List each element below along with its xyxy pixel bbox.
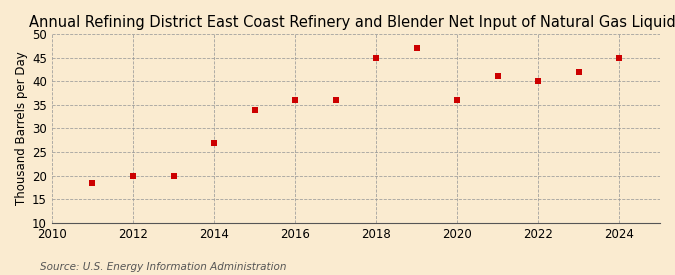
Point <box>574 70 585 74</box>
Text: Source: U.S. Energy Information Administration: Source: U.S. Energy Information Administ… <box>40 262 287 272</box>
Point <box>290 98 300 102</box>
Title: Annual Refining District East Coast Refinery and Blender Net Input of Natural Ga: Annual Refining District East Coast Refi… <box>29 15 675 30</box>
Point <box>614 55 625 60</box>
Point <box>87 181 98 185</box>
Point <box>209 140 219 145</box>
Point <box>128 174 138 178</box>
Point <box>330 98 341 102</box>
Y-axis label: Thousand Barrels per Day: Thousand Barrels per Day <box>15 51 28 205</box>
Point <box>411 46 422 50</box>
Point <box>249 107 260 112</box>
Point <box>452 98 462 102</box>
Point <box>168 174 179 178</box>
Point <box>371 55 381 60</box>
Point <box>493 74 504 79</box>
Point <box>533 79 544 83</box>
